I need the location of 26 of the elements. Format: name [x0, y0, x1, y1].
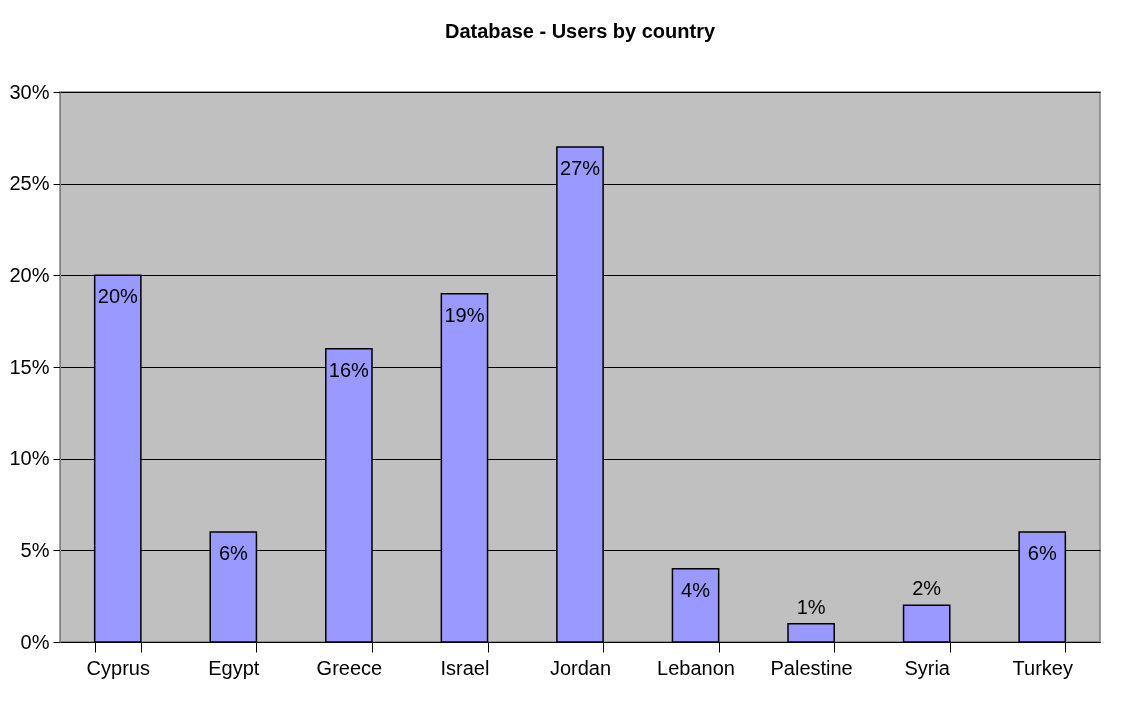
data-label: 16% — [328, 358, 370, 381]
x-tick-label: Palestine — [770, 656, 853, 679]
chart-title: Database - Users by country — [444, 20, 716, 42]
data-label: 20% — [97, 285, 139, 308]
data-label: 6% — [1027, 542, 1057, 564]
y-tick-label: 20% — [9, 263, 50, 286]
x-tick-label: Israel — [440, 656, 490, 679]
y-tick-label: 10% — [9, 447, 50, 470]
data-label: 2% — [912, 577, 942, 600]
data-label: 6% — [218, 542, 248, 564]
x-tick-label: Greece — [316, 656, 383, 679]
y-tick-label: 15% — [9, 355, 50, 378]
data-label: 27% — [559, 157, 601, 179]
data-label: 1% — [796, 595, 826, 618]
y-tick-label: 25% — [9, 172, 50, 195]
x-tick-label: Jordan — [549, 656, 612, 679]
x-tick-label: Egypt — [208, 656, 260, 679]
data-label: 19% — [444, 303, 485, 326]
x-tick-label: Cyprus — [86, 656, 150, 679]
y-tick-label: 30% — [9, 80, 50, 103]
data-label: 4% — [681, 578, 711, 601]
y-tick-label: 5% — [20, 538, 50, 561]
x-tick-label: Lebanon — [657, 656, 735, 679]
x-tick-label: Turkey — [1012, 656, 1073, 679]
y-tick-label: 0% — [20, 630, 50, 653]
x-tick-label: Syria — [904, 656, 951, 679]
